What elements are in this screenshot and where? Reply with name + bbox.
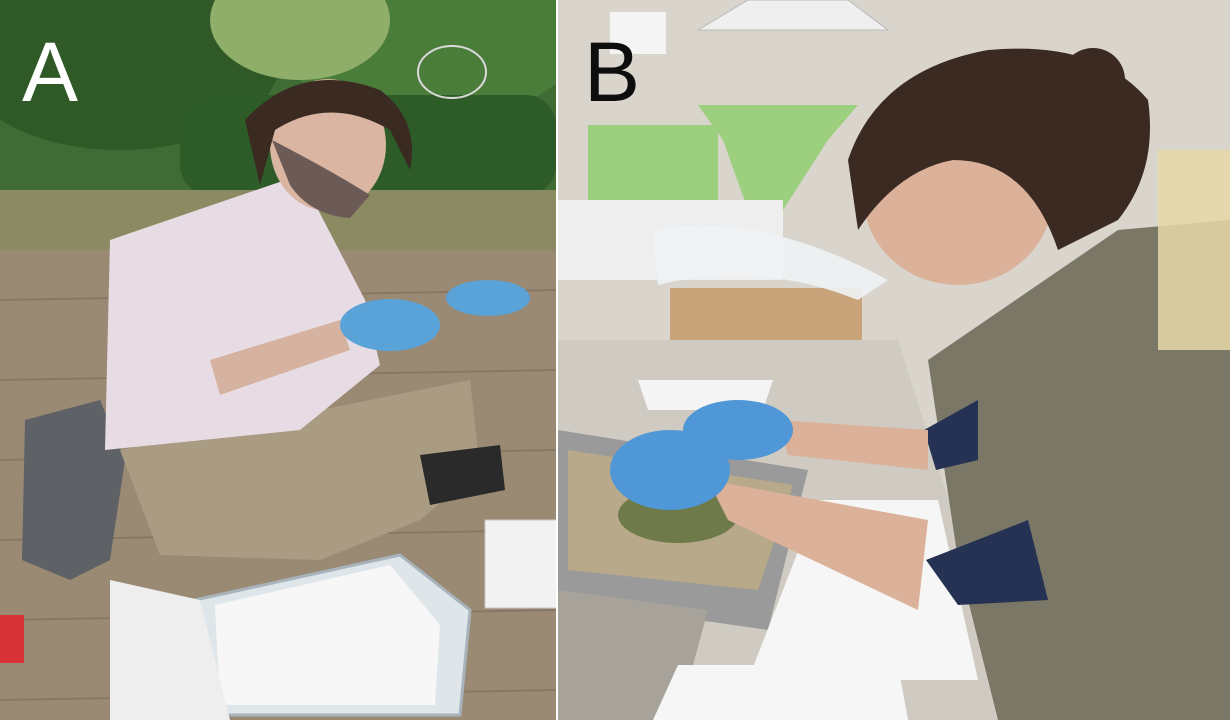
blue-glove-left (340, 299, 440, 351)
panel-a-photo (0, 0, 556, 720)
blue-glove-lower (610, 430, 730, 510)
person-forearm (210, 320, 350, 395)
white-sheets (215, 565, 440, 705)
wire-sphere (417, 45, 487, 99)
sleeve-trim-lower (926, 520, 1048, 605)
face-mask (272, 140, 370, 218)
notebook (653, 665, 908, 720)
fume-hood (696, 0, 890, 31)
hair-bun (1061, 48, 1125, 112)
panel-a: A (0, 0, 556, 720)
blue-glove-right (446, 280, 530, 316)
sleeve-trim-upper (924, 400, 978, 470)
panel-divider (556, 0, 558, 720)
person-trousers (120, 380, 480, 560)
panel-label-a: A (22, 25, 79, 119)
person-shirt (105, 175, 380, 450)
green-hopper (698, 105, 858, 210)
panel-b-photo (558, 0, 1230, 720)
panel-b: B (558, 0, 1230, 720)
person-shoe (420, 445, 505, 505)
tree-light-patch (210, 0, 390, 80)
yellow-equipment (1158, 150, 1230, 350)
person-arm-lower (708, 480, 928, 610)
wall-notice (610, 12, 666, 54)
grey-bag (22, 400, 125, 580)
person-arm-upper (778, 420, 928, 470)
small-white-box (484, 519, 556, 609)
red-object (0, 615, 24, 663)
plastic-wrap (653, 225, 888, 300)
person-hair (245, 80, 412, 185)
panel-label-b: B (584, 25, 641, 119)
white-plastic-bag (110, 580, 230, 720)
